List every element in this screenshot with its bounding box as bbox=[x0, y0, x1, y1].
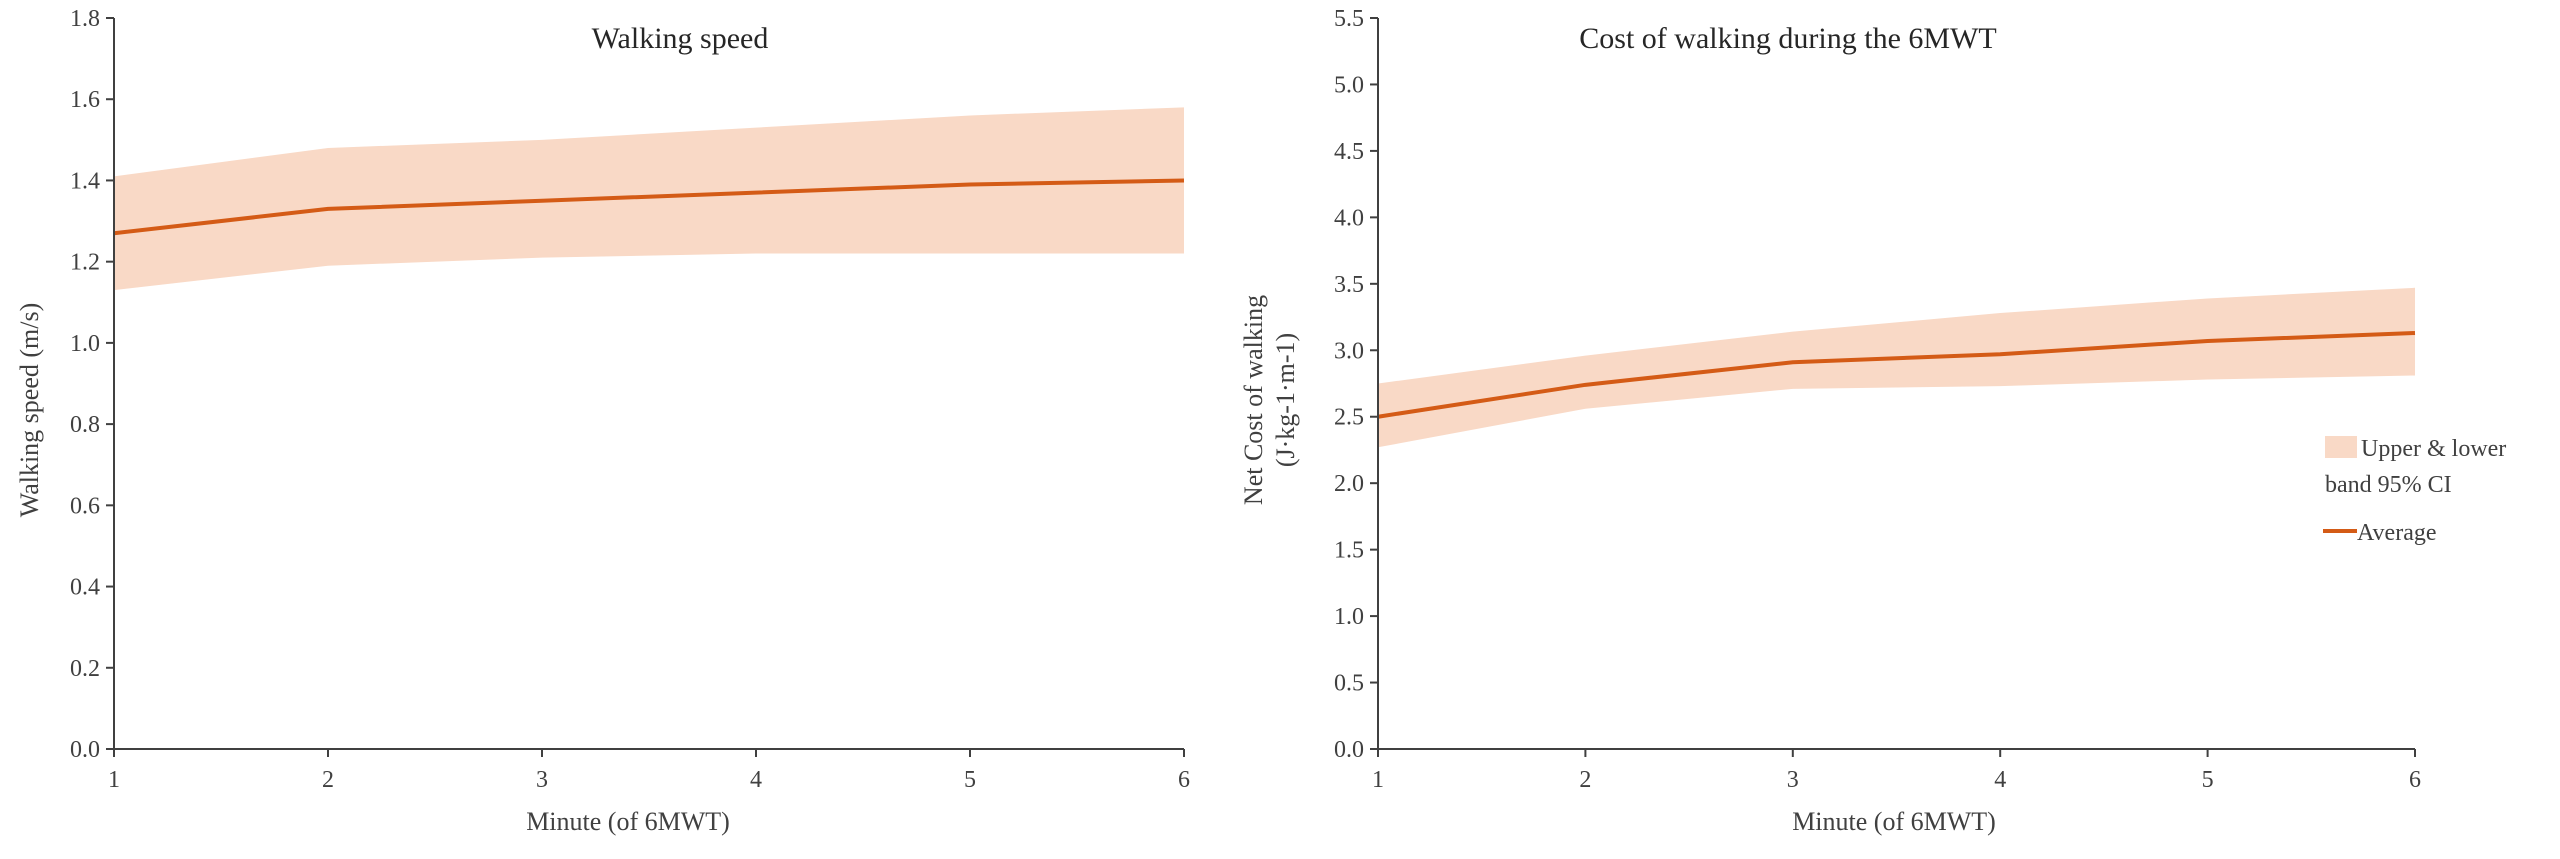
y-tick-label: 1.6 bbox=[70, 87, 100, 113]
x-axis-title: Minute (of 6MWT) bbox=[1792, 807, 1996, 836]
x-tick-label: 4 bbox=[1994, 767, 2006, 793]
y-tick-label: 2.5 bbox=[1334, 405, 1364, 431]
x-tick-label: 2 bbox=[1579, 767, 1591, 793]
ci-band bbox=[114, 107, 1184, 291]
legend-band-label-line2: band 95% CI bbox=[2325, 472, 2452, 498]
y-tick-label: 1.8 bbox=[70, 6, 100, 32]
legend-line-label: Average bbox=[2357, 520, 2437, 546]
x-tick-label: 4 bbox=[750, 767, 762, 793]
y-tick-label: 1.0 bbox=[70, 331, 100, 357]
x-tick-label: 5 bbox=[964, 767, 976, 793]
y-tick-label: 0.4 bbox=[70, 575, 100, 601]
average-line bbox=[113, 178, 1185, 236]
y-tick-label: 0.2 bbox=[70, 656, 100, 682]
average-line bbox=[1377, 330, 2416, 419]
x-axis-title: Minute (of 6MWT) bbox=[526, 807, 730, 836]
x-tick-label: 6 bbox=[2409, 767, 2421, 793]
legend-band-swatch bbox=[2325, 436, 2357, 458]
y-tick-label: 4.0 bbox=[1334, 205, 1364, 231]
y-tick-label: 1.0 bbox=[1334, 604, 1364, 630]
x-tick-label: 6 bbox=[1178, 767, 1190, 793]
y-tick-label: 0.6 bbox=[70, 493, 100, 519]
x-tick-label: 2 bbox=[322, 767, 334, 793]
y-tick-label: 3.5 bbox=[1334, 272, 1364, 298]
y-tick-label: 0.5 bbox=[1334, 671, 1364, 697]
y-axis-title-line2: (J·kg-1·m-1) bbox=[1271, 333, 1300, 467]
x-tick-label: 1 bbox=[1372, 767, 1384, 793]
legend: Upper & lower band 95% CI Average bbox=[2323, 436, 2506, 546]
x-tick-label: 3 bbox=[1787, 767, 1799, 793]
y-tick-label: 1.5 bbox=[1334, 538, 1364, 564]
chart-cost-of-walking: Cost of walking during the 6MWT Minute (… bbox=[1239, 6, 2421, 836]
chart-walking-speed: Walking speed Minute (of 6MWT) Walking s… bbox=[15, 6, 1190, 836]
y-tick-label: 1.2 bbox=[70, 250, 100, 276]
y-tick-label: 4.5 bbox=[1334, 139, 1364, 165]
y-tick-label: 0.0 bbox=[70, 737, 100, 763]
chart-title: Cost of walking during the 6MWT bbox=[1579, 22, 1996, 55]
x-tick-label: 5 bbox=[2202, 767, 2214, 793]
y-tick-label: 0.8 bbox=[70, 412, 100, 438]
y-axis-title: Walking speed (m/s) bbox=[15, 303, 44, 518]
y-tick-label: 5.5 bbox=[1334, 6, 1364, 32]
y-tick-label: 3.0 bbox=[1334, 338, 1364, 364]
x-tick-label: 3 bbox=[536, 767, 548, 793]
x-tick-label: 1 bbox=[108, 767, 120, 793]
y-tick-label: 2.0 bbox=[1334, 471, 1364, 497]
y-tick-label: 0.0 bbox=[1334, 737, 1364, 763]
chart-title: Walking speed bbox=[592, 22, 769, 55]
legend-band-label-line1: Upper & lower bbox=[2361, 436, 2506, 462]
y-tick-label: 5.0 bbox=[1334, 72, 1364, 98]
y-axis-title-line1: Net Cost of walking bbox=[1239, 295, 1268, 505]
y-tick-label: 1.4 bbox=[70, 168, 100, 194]
ci-band bbox=[1378, 287, 2415, 448]
